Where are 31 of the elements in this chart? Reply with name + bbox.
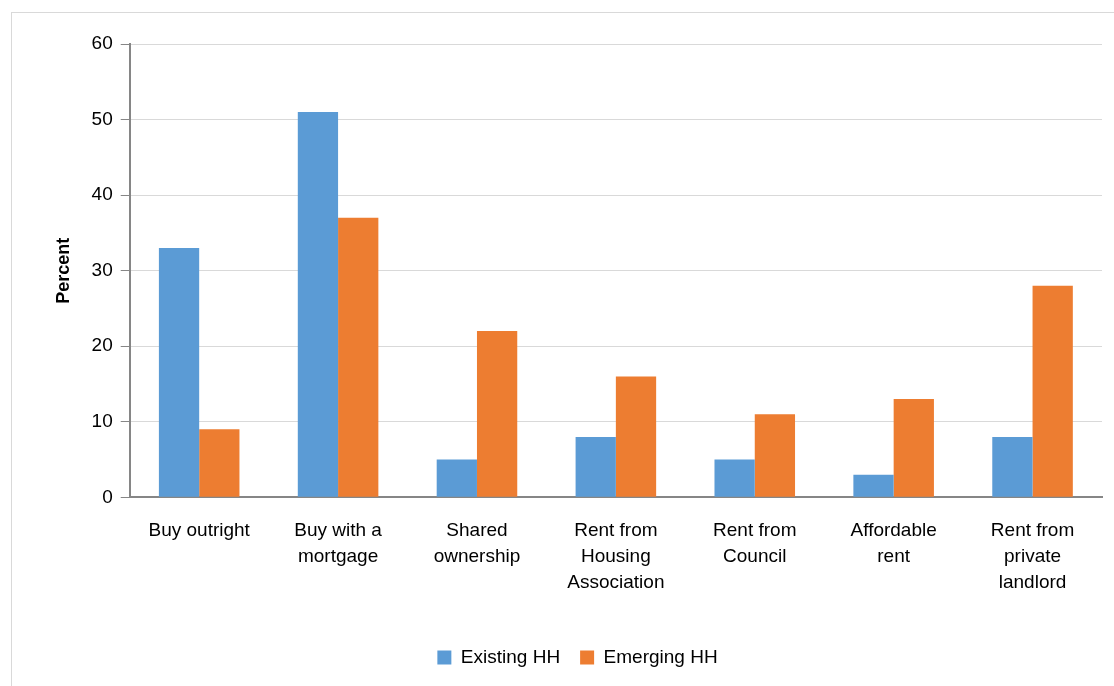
bar xyxy=(853,474,894,497)
bar xyxy=(338,217,379,497)
bar xyxy=(992,436,1033,497)
y-axis-title: Percent xyxy=(52,237,73,304)
legend-label: Existing HH xyxy=(460,645,561,667)
y-tick-label: 40 xyxy=(91,183,113,205)
x-tick-label: Affordable rent xyxy=(850,518,937,566)
x-tick-label: Rent from Council xyxy=(713,518,797,566)
bar xyxy=(297,112,339,497)
bar xyxy=(754,414,796,497)
y-tick-label: 50 xyxy=(91,107,113,129)
bar xyxy=(714,459,755,497)
y-tick-label: 20 xyxy=(91,334,113,356)
x-tick-label: Shared ownership xyxy=(433,518,521,566)
x-tick-label: Rent from Housing Association xyxy=(567,518,665,593)
bar xyxy=(158,248,200,497)
bar xyxy=(575,436,616,497)
legend-label: Emerging HH xyxy=(603,645,718,667)
y-tick-label: 0 xyxy=(102,485,113,507)
bar xyxy=(615,376,657,497)
bar xyxy=(199,429,240,497)
bar xyxy=(476,331,518,497)
x-tick-label: Rent from private landlord xyxy=(990,518,1075,593)
bar xyxy=(1032,285,1073,497)
y-tick-label: 60 xyxy=(91,32,113,54)
y-tick-label: 10 xyxy=(91,410,113,432)
bar xyxy=(893,399,934,497)
bar xyxy=(436,459,477,497)
x-tick-label: Buy outright xyxy=(148,518,251,540)
y-tick-label: 30 xyxy=(91,258,113,280)
x-tick-label: Buy with a mortgage xyxy=(294,518,383,566)
